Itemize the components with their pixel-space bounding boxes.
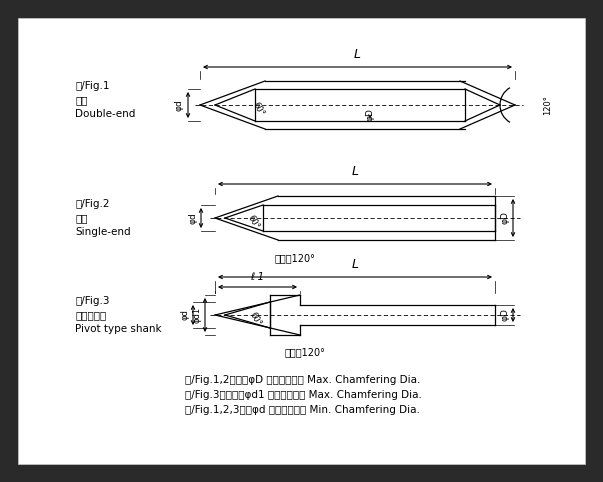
Text: 60°: 60° <box>245 214 260 230</box>
Text: L: L <box>354 48 361 61</box>
Text: 図/Fig.3　　　：φd1 最大面取り径 Max. Chamfering Dia.: 図/Fig.3 ：φd1 最大面取り径 Max. Chamfering Dia. <box>185 390 422 400</box>
Text: φd1: φd1 <box>193 307 202 323</box>
Text: φd: φd <box>175 99 184 111</box>
Text: L: L <box>352 258 359 271</box>
Text: φd: φd <box>188 212 197 224</box>
Text: 図/Fig.2
片刃
Single-end: 図/Fig.2 片刃 Single-end <box>75 199 131 237</box>
Text: 図/Fig.1
両刃
Double-end: 図/Fig.1 両刃 Double-end <box>75 81 136 119</box>
Text: L: L <box>352 165 359 178</box>
Text: φD: φD <box>501 212 510 225</box>
Text: φD: φD <box>501 308 510 321</box>
Text: 図/Fig.1,2　：　φD 最大面取り径 Max. Chamfering Dia.: 図/Fig.1,2 ： φD 最大面取り径 Max. Chamfering Di… <box>185 375 420 385</box>
Text: φd: φd <box>181 309 190 321</box>
Text: 先端角120°: 先端角120° <box>274 253 315 263</box>
Text: φD: φD <box>365 108 374 121</box>
Text: 60°: 60° <box>250 100 265 118</box>
Text: 先端角120°: 先端角120° <box>285 347 326 357</box>
Text: 120°: 120° <box>543 95 552 115</box>
Text: 図/Fig.1,2,3：　φd 最小面取り径 Min. Chamfering Dia.: 図/Fig.1,2,3： φd 最小面取り径 Min. Chamfering D… <box>185 405 420 415</box>
Text: ℓ 1: ℓ 1 <box>250 272 265 282</box>
Text: 60°: 60° <box>247 310 262 328</box>
Text: 図/Fig.3
ルーマ形状
Pivot type shank: 図/Fig.3 ルーマ形状 Pivot type shank <box>75 296 162 334</box>
